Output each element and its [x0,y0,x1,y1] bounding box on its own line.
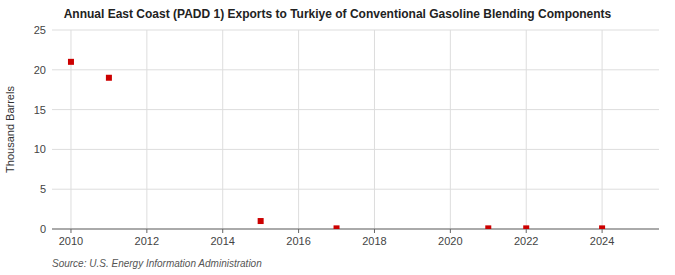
y-tick-label: 20 [34,64,46,76]
x-tick [450,229,451,233]
chart-container: Annual East Coast (PADD 1) Exports to Tu… [0,0,675,275]
point [258,218,264,224]
x-tick-label: 2018 [362,235,386,247]
x-tick [70,229,71,233]
x-grid-line [526,30,527,229]
x-tick [602,229,603,233]
y-grid-line [52,189,659,190]
y-grid-line [52,229,659,230]
x-tick-label: 2020 [438,235,462,247]
x-tick [222,229,223,233]
y-tick-label: 0 [40,223,46,235]
x-tick-label: 2016 [286,235,310,247]
y-axis-label: Thousand Barrels [4,86,16,173]
x-tick [526,229,527,233]
y-grid-line [52,69,659,70]
x-grid-line [374,30,375,229]
y-grid-line [52,109,659,110]
x-tick-label: 2010 [59,235,83,247]
source-note: Source: U.S. Energy Information Administ… [52,258,262,269]
point [523,225,529,229]
x-tick-label: 2014 [210,235,234,247]
page: {"chart_data": {"type": "scatter", "titl… [0,0,675,275]
x-grid-line [450,30,451,229]
x-tick-label: 2022 [514,235,538,247]
y-tick-label: 25 [34,24,46,36]
y-grid-line [52,30,659,31]
x-axis-line [52,229,659,230]
x-grid-line [222,30,223,229]
point [106,75,112,81]
points [68,59,605,229]
background [0,0,675,275]
y-tick-label: 5 [40,183,46,195]
grid [52,30,659,229]
title: Annual East Coast (PADD 1) Exports to Tu… [64,7,612,21]
x-tick [298,229,299,233]
y-grid-line [52,149,659,150]
point [68,59,74,65]
x-grid-line [298,30,299,229]
x-grid-line [602,30,603,229]
point [485,225,491,229]
chart-svg: Annual East Coast (PADD 1) Exports to Tu… [0,0,675,275]
x-tick-label: 2024 [590,235,614,247]
x-tick [374,229,375,233]
x-grid-line [146,30,147,229]
point [334,225,340,229]
y-tick-label: 15 [34,104,46,116]
x-tick [146,229,147,233]
y-tick-label: 10 [34,143,46,155]
point [599,225,605,229]
x-tick-label: 2012 [135,235,159,247]
